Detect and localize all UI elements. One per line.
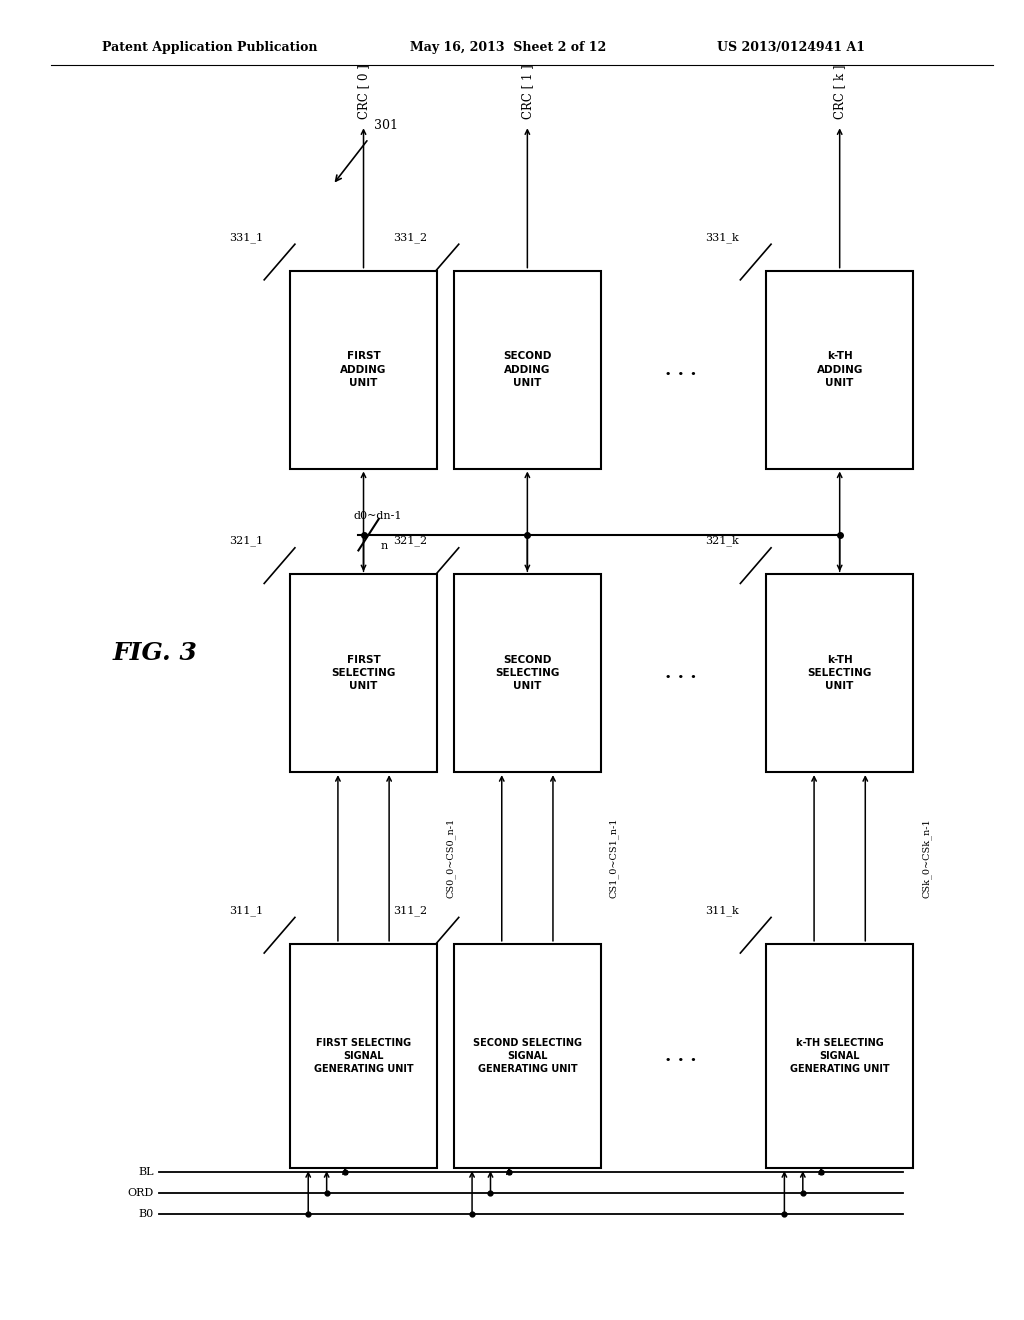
Text: FIG. 3: FIG. 3 <box>113 642 198 665</box>
Text: CS0_0~CS0_n-1: CS0_0~CS0_n-1 <box>445 818 455 898</box>
Text: . . .: . . . <box>666 360 696 379</box>
Text: US 2013/0124941 A1: US 2013/0124941 A1 <box>717 41 865 54</box>
Text: 321_1: 321_1 <box>229 536 263 546</box>
Text: CSk_0~CSk_n-1: CSk_0~CSk_n-1 <box>922 818 931 898</box>
Bar <box>766 271 913 469</box>
Text: 311_2: 311_2 <box>393 906 427 916</box>
Text: ORD: ORD <box>127 1188 154 1199</box>
Text: k-TH
SELECTING
UNIT: k-TH SELECTING UNIT <box>808 655 871 692</box>
Bar <box>454 271 601 469</box>
Text: CS1_0~CS1_n-1: CS1_0~CS1_n-1 <box>609 818 618 898</box>
Text: 331_2: 331_2 <box>393 232 427 243</box>
Text: 311_1: 311_1 <box>229 906 263 916</box>
Bar <box>766 574 913 772</box>
Text: 331_k: 331_k <box>706 232 739 243</box>
Text: FIRST
ADDING
UNIT: FIRST ADDING UNIT <box>340 351 387 388</box>
Bar <box>290 574 437 772</box>
Bar <box>290 944 437 1168</box>
Text: 331_1: 331_1 <box>229 232 263 243</box>
Text: May 16, 2013  Sheet 2 of 12: May 16, 2013 Sheet 2 of 12 <box>410 41 606 54</box>
Text: BL: BL <box>138 1167 154 1177</box>
Bar <box>454 944 601 1168</box>
Text: SECOND SELECTING
SIGNAL
GENERATING UNIT: SECOND SELECTING SIGNAL GENERATING UNIT <box>473 1038 582 1074</box>
Text: 321_2: 321_2 <box>393 536 427 546</box>
Text: 311_k: 311_k <box>706 906 739 916</box>
Text: . . .: . . . <box>666 664 696 682</box>
Text: k-TH SELECTING
SIGNAL
GENERATING UNIT: k-TH SELECTING SIGNAL GENERATING UNIT <box>790 1038 890 1074</box>
Bar <box>454 574 601 772</box>
Text: SECOND
ADDING
UNIT: SECOND ADDING UNIT <box>503 351 552 388</box>
Bar <box>766 944 913 1168</box>
Text: 301: 301 <box>374 119 397 132</box>
Text: B0: B0 <box>138 1209 154 1220</box>
Text: FIRST
SELECTING
UNIT: FIRST SELECTING UNIT <box>332 655 395 692</box>
Bar <box>290 271 437 469</box>
Text: n: n <box>381 541 388 552</box>
Text: CRC [ 0 ]: CRC [ 0 ] <box>357 63 370 119</box>
Text: k-TH
ADDING
UNIT: k-TH ADDING UNIT <box>816 351 863 388</box>
Text: SECOND
SELECTING
UNIT: SECOND SELECTING UNIT <box>496 655 559 692</box>
Text: CRC [ k ]: CRC [ k ] <box>834 65 846 119</box>
Text: FIRST SELECTING
SIGNAL
GENERATING UNIT: FIRST SELECTING SIGNAL GENERATING UNIT <box>313 1038 414 1074</box>
Text: 321_k: 321_k <box>706 536 739 546</box>
Text: CRC [ 1 ]: CRC [ 1 ] <box>521 65 534 119</box>
Text: d0~dn-1: d0~dn-1 <box>353 511 401 521</box>
Text: Patent Application Publication: Patent Application Publication <box>102 41 317 54</box>
Text: . . .: . . . <box>666 1047 696 1065</box>
